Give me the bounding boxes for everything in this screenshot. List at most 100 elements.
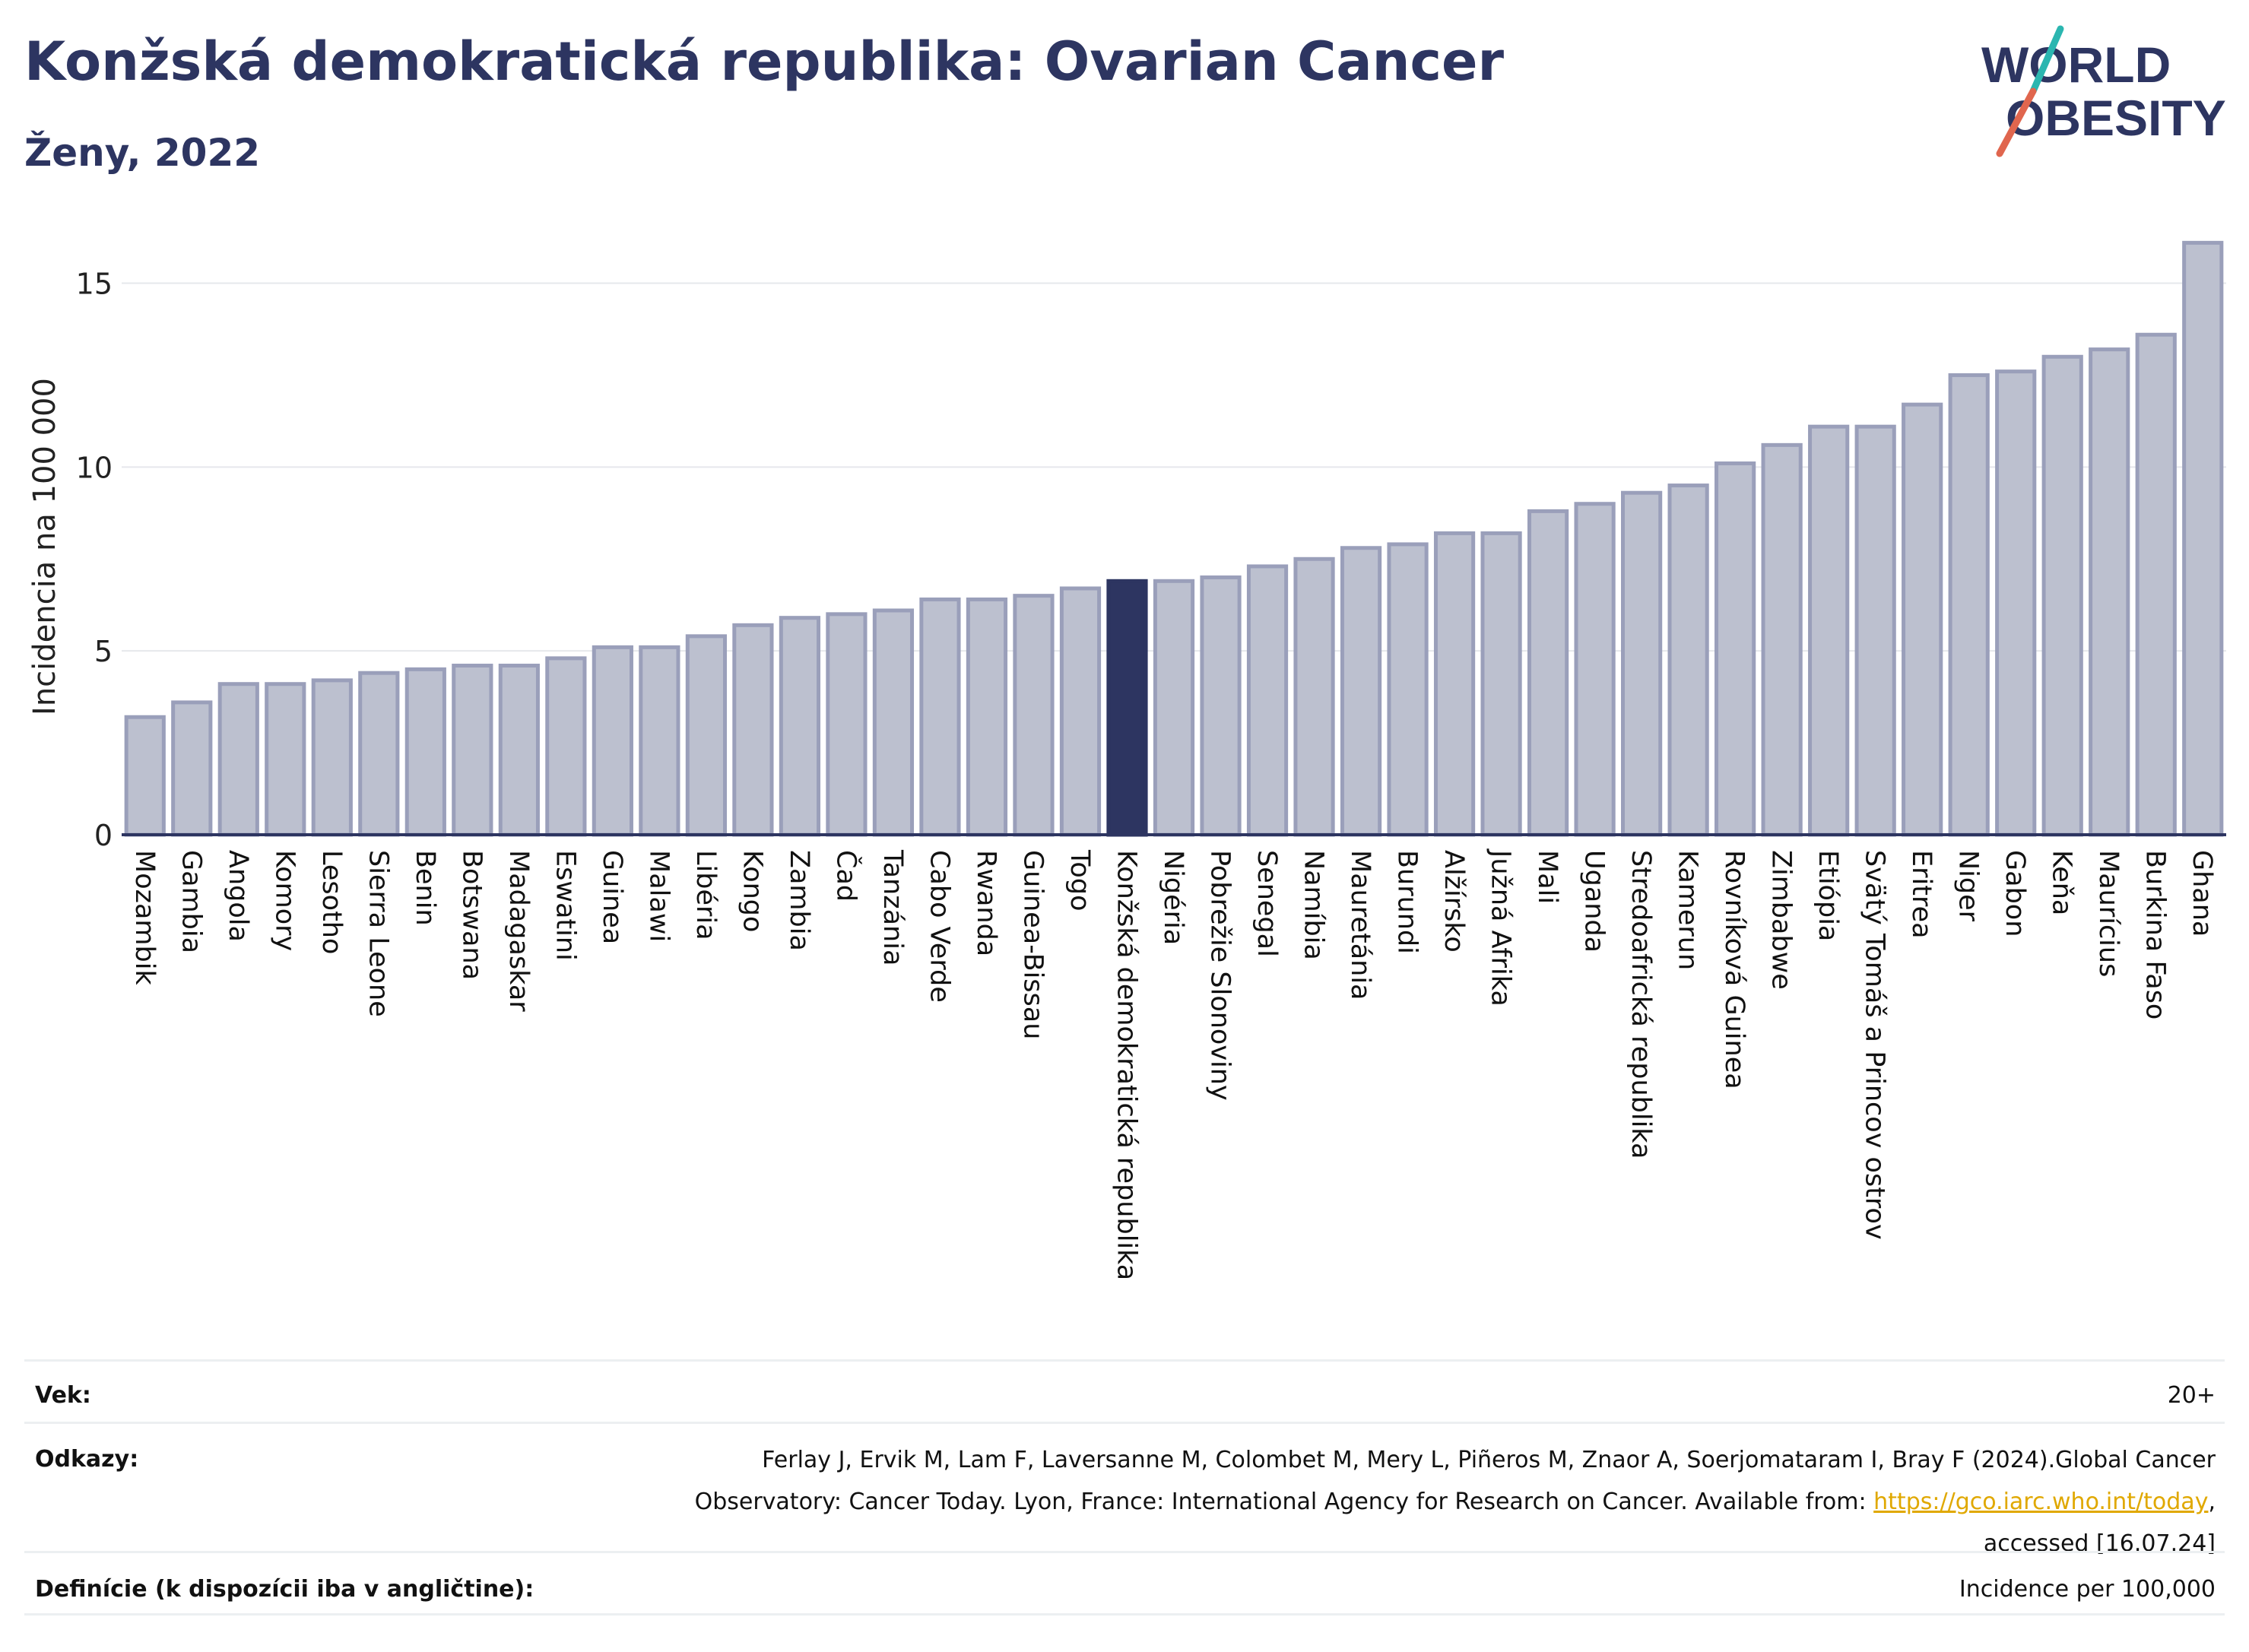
divider [24,1359,2225,1362]
y-tick-label: 0 [94,819,113,852]
definitions-label: Definície (k dispozícii iba v angličtine… [35,1576,534,1603]
definitions-value: Incidence per 100,000 [1959,1576,2216,1603]
logo-line2: OBESITY [2006,90,2226,146]
x-tick-label: Tanzánia [877,849,908,966]
x-tick-label: Kongo [737,850,767,932]
x-tick-label: Zimbabwe [1766,850,1797,990]
bar [1948,373,1990,837]
bar [2041,354,2083,837]
bar [1246,564,1289,837]
x-tick-label: Uganda [1579,850,1610,953]
bar [1808,424,1850,837]
bar [826,612,868,837]
bar [2089,347,2130,837]
y-tick-label: 15 [76,268,113,301]
x-tick-label: Libéria [690,850,721,940]
x-tick-label: Botswana [456,850,487,980]
bar [966,597,1008,837]
category-labels: Mozambik Gambia Angola Komory Lesotho Sierra … [129,848,2217,1280]
references-value: Ferlay J, Ervik M, Lam F, Laversanne M, … [695,1439,2216,1565]
bar [1200,575,1242,837]
logo-accent-coral [1996,87,2037,157]
bar [1621,490,1663,837]
bar [1059,586,1102,837]
x-tick-label: Pobrežie Slonoviny [1205,850,1236,1101]
references-link[interactable]: https://gco.iarc.who.int/today [1873,1489,2209,1515]
x-tick-label: Južná Afrika [1486,848,1516,1007]
bar [1574,502,1616,837]
x-tick-label: Mauretánia [1345,850,1375,1000]
logo-accent-teal [2029,25,2064,95]
x-tick-label: Benin [410,850,440,926]
x-tick-label: Mozambik [129,850,160,985]
bar [919,597,961,837]
x-tick-label: Keňa [2047,850,2077,915]
bar [779,616,821,837]
bar [732,623,774,837]
bar [1667,484,1709,837]
x-tick-label: Mali [1532,850,1562,904]
bar [1480,531,1522,837]
bar [545,656,587,837]
bar [685,634,727,837]
x-tick-label: Lesotho [316,850,347,954]
bars [124,240,2224,837]
bar [1715,461,1756,837]
bar [171,700,213,837]
bar [404,667,446,837]
chart-subtitle: Ženy, 2022 [24,131,261,175]
x-tick-label: Etiópia [1813,850,1843,941]
age-label: Vek: [35,1382,91,1409]
bar [1106,579,1148,837]
x-tick-label: Eswatini [550,850,580,961]
references-label: Odkazy: [35,1446,139,1473]
bar [1902,402,1943,837]
bar [1293,556,1335,837]
x-tick-label: Senegal [1251,850,1282,957]
bar [1433,531,1476,837]
x-tick-label: Malawi [643,850,674,942]
bar [1527,509,1569,837]
x-tick-label: Nigéria [1158,850,1188,945]
x-tick-label: Cabo Verde [924,850,954,1003]
x-tick-label: Guinea [597,850,627,944]
bar [1153,579,1195,837]
bar [1995,369,2037,837]
x-tick-label: Svätý Tomáš a Princov ostrov [1860,850,1890,1240]
x-tick-label: Zambia [784,850,814,951]
x-tick-label: Rwanda [971,850,1001,956]
x-tick-label: Sierra Leone [363,850,393,1017]
age-value: 20+ [2167,1382,2216,1409]
bar [311,678,353,837]
bar [452,664,493,837]
y-tick-label: 10 [76,451,113,484]
bar [2135,332,2177,837]
x-tick-label: Eritrea [1906,850,1937,939]
x-tick-label: Ghana [2187,850,2217,937]
divider [24,1613,2225,1616]
x-tick-label: Madagaskar [503,850,534,1012]
x-tick-label: Gambia [176,850,206,953]
references-line2-end: , [2208,1489,2216,1515]
y-axis-label: Incidencia na 100 000 [27,378,62,715]
bar [639,645,680,837]
x-tick-label: Alžírsko [1439,850,1469,953]
x-tick-label: Niger [1953,850,1984,922]
x-tick-label: Komory [269,850,300,951]
x-tick-label: Rovníková Guinea [1719,850,1749,1089]
x-tick-label: Burkina Faso [2140,850,2171,1019]
divider [24,1551,2225,1553]
references-line2: Observatory: Cancer Today. Lyon, France:… [695,1481,2216,1523]
bar [1761,442,1803,837]
divider [24,1422,2225,1424]
x-tick-label: Stredoafrická republika [1626,850,1656,1159]
x-tick-label: Gabon [2000,850,2030,937]
bar [592,645,633,837]
bar [2182,240,2224,837]
bar [1340,546,1382,837]
bar [1387,542,1429,837]
x-tick-label: Čad [830,850,862,902]
y-tick-label: 5 [94,635,113,668]
bar [124,715,166,837]
bar [217,682,259,837]
